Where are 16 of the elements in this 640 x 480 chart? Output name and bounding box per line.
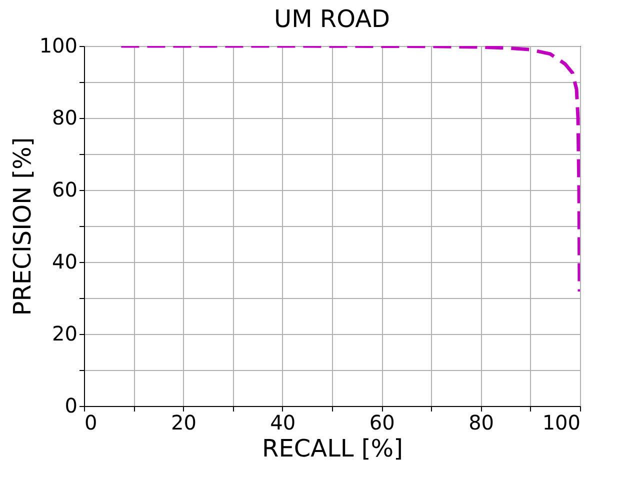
x-tick-label: 60	[369, 410, 395, 434]
y-tick-label: 80	[52, 106, 78, 130]
x-tick-label: 20	[170, 410, 196, 434]
line-series	[119, 46, 580, 294]
x-tick-label: 80	[468, 410, 494, 434]
y-tick-label: 40	[52, 250, 78, 274]
x-tick-label: 100	[542, 410, 580, 434]
x-tick-label: 0	[84, 410, 98, 434]
x-tick-label: 40	[270, 410, 296, 434]
y-tick-label: 100	[39, 34, 78, 58]
chart-title: UM ROAD	[274, 5, 390, 33]
x-axis-title: RECALL [%]	[262, 434, 403, 462]
y-tick-label: 0	[64, 394, 78, 418]
y-axis-title: PRECISION [%]	[8, 137, 36, 316]
y-tick-label: 60	[52, 178, 78, 202]
y-tick-label: 20	[52, 322, 78, 346]
